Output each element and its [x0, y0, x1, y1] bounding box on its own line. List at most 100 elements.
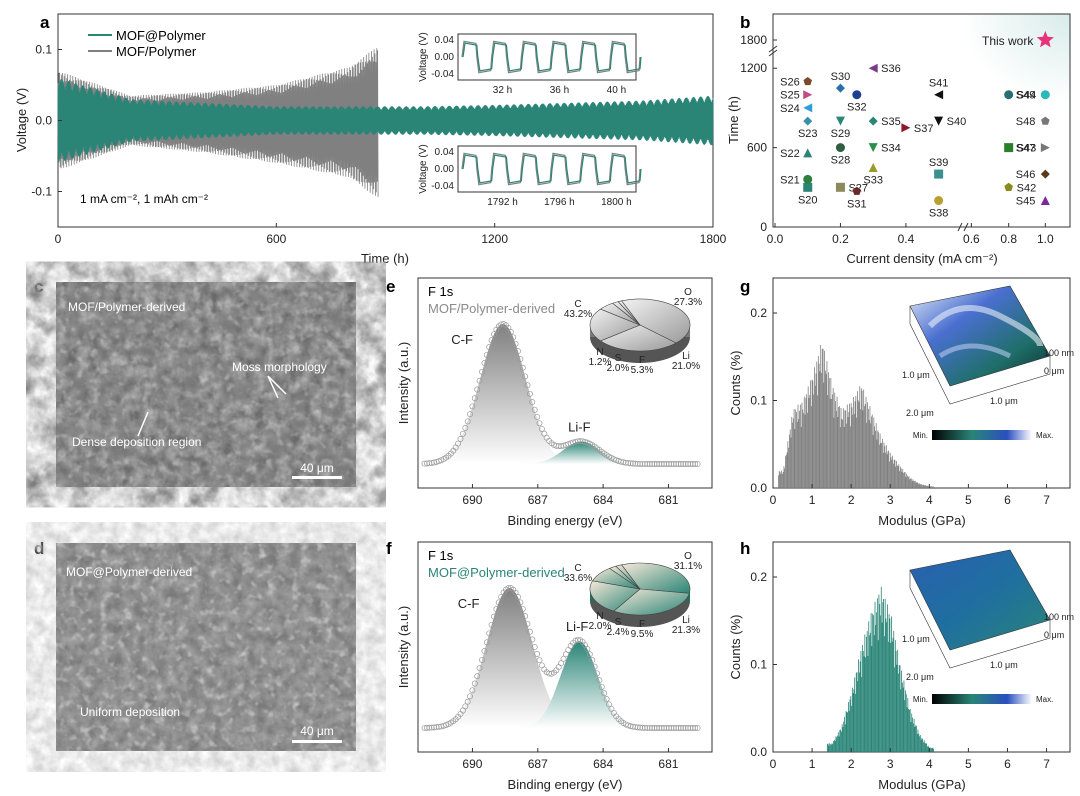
- histogram-bar: [827, 743, 829, 752]
- histogram-bar: [873, 615, 874, 752]
- histogram-bar: [901, 670, 902, 752]
- histogram-bar: [921, 484, 922, 488]
- x-tick-label-a: 0: [55, 232, 62, 246]
- histogram-bar: [884, 598, 886, 752]
- data-point: [522, 613, 529, 620]
- histogram-bar: [878, 444, 880, 488]
- marker-s42: [1004, 182, 1013, 191]
- histogram-bar: [857, 400, 859, 488]
- x-tick-label: 684: [593, 757, 613, 771]
- histogram-bar: [839, 730, 841, 752]
- histogram-bar: [835, 410, 837, 488]
- point-label: S37: [914, 123, 934, 135]
- x-tick-label-a: 600: [266, 232, 286, 246]
- histogram-bar: [898, 464, 900, 488]
- plot-frame-e: [417, 277, 713, 489]
- inset-early-cycles: 0.04 0.00 -0.04 32 h 36 h 40 h Voltage (V): [418, 32, 642, 96]
- data-point: [627, 460, 634, 467]
- histogram-bar: [851, 407, 853, 488]
- x-tick-label: 3: [887, 493, 894, 507]
- data-point: [512, 340, 519, 347]
- inset-wave: [462, 154, 642, 184]
- pie-label-n: N: [596, 611, 603, 622]
- data-point: [555, 443, 562, 450]
- histogram-bar: [900, 689, 902, 752]
- histogram-bar: [835, 401, 836, 488]
- data-point: [687, 725, 694, 731]
- data-point: [675, 725, 682, 731]
- histogram-bar: [889, 461, 890, 488]
- data-point: [515, 348, 521, 355]
- test-condition: 1 mA cm⁻², 1 mAh cm⁻²: [80, 192, 208, 206]
- histogram-bar: [913, 480, 915, 488]
- data-point: [637, 724, 644, 731]
- histogram-bar: [900, 466, 901, 488]
- histogram-bar: [814, 367, 815, 488]
- histogram-bar: [882, 452, 884, 488]
- data-point: [673, 725, 680, 731]
- inset-x-tick-label: 1800 h: [601, 197, 632, 208]
- data-point: [479, 368, 485, 375]
- afm-x1-label: 1.0 μm: [990, 660, 1018, 670]
- histogram-bar: [889, 452, 891, 488]
- histogram-bar: [785, 456, 786, 488]
- histogram-bar: [850, 403, 852, 488]
- histogram-bar: [826, 361, 828, 488]
- point-label: S39: [929, 157, 949, 169]
- histogram-bar: [914, 480, 916, 488]
- scalebar-c: [292, 476, 342, 479]
- histogram-bar: [849, 426, 851, 488]
- point-label: S33: [863, 174, 883, 186]
- peak-li-f: [519, 641, 639, 728]
- histogram-bar: [860, 388, 862, 488]
- histogram-bar: [780, 473, 782, 488]
- voltage-series-group: [57, 48, 714, 198]
- histogram-bar: [835, 736, 837, 752]
- axis-break-x: [957, 222, 969, 232]
- data-point: [661, 725, 668, 731]
- x-tick-label: 681: [658, 757, 678, 771]
- histogram-bar: [898, 673, 899, 752]
- point-label: S25: [780, 90, 800, 102]
- histogram-bar: [807, 386, 809, 488]
- histogram-bar: [816, 361, 818, 488]
- histogram-bar: [837, 417, 839, 488]
- histogram-bar: [846, 404, 848, 488]
- histogram-bar: [817, 395, 818, 488]
- histogram-bar: [854, 401, 856, 488]
- data-point: [526, 390, 533, 397]
- data-point: [529, 399, 536, 406]
- data-point: [670, 461, 677, 467]
- annotation-dense: Dense deposition region: [72, 435, 201, 449]
- histogram-bar: [923, 484, 925, 488]
- data-point: [474, 673, 481, 680]
- data-point: [524, 620, 531, 627]
- annotation-moss: Moss morphology: [232, 360, 327, 374]
- data-point: [522, 373, 529, 380]
- y-axis-label-a: Voltage (V): [14, 88, 29, 152]
- pie-value-n: 1.2%: [589, 357, 612, 368]
- data-point: [560, 655, 567, 662]
- histogram-bar: [789, 429, 791, 488]
- histogram-bar: [915, 482, 917, 488]
- histogram-bar: [905, 477, 907, 488]
- histogram-bar: [861, 390, 863, 488]
- histogram-bar: [794, 429, 796, 488]
- marker-s30: [835, 83, 845, 93]
- marker-s32: [852, 90, 862, 100]
- histogram-bar: [855, 693, 856, 752]
- histogram-bar: [891, 459, 893, 488]
- pie-value-li: 21.3%: [672, 625, 700, 636]
- data-point: [680, 461, 687, 467]
- data-point: [553, 442, 560, 449]
- data-point: [455, 440, 462, 447]
- y-tick-label: 0.2: [750, 570, 767, 584]
- data-point: [467, 693, 473, 700]
- marker-s47: [1040, 143, 1050, 153]
- histogram-bar: [854, 677, 856, 752]
- sem-label-c: MOF/Polymer-derived: [68, 300, 185, 314]
- point-label: S43: [1017, 143, 1037, 155]
- data-point: [653, 725, 660, 731]
- histogram-bar: [867, 655, 869, 752]
